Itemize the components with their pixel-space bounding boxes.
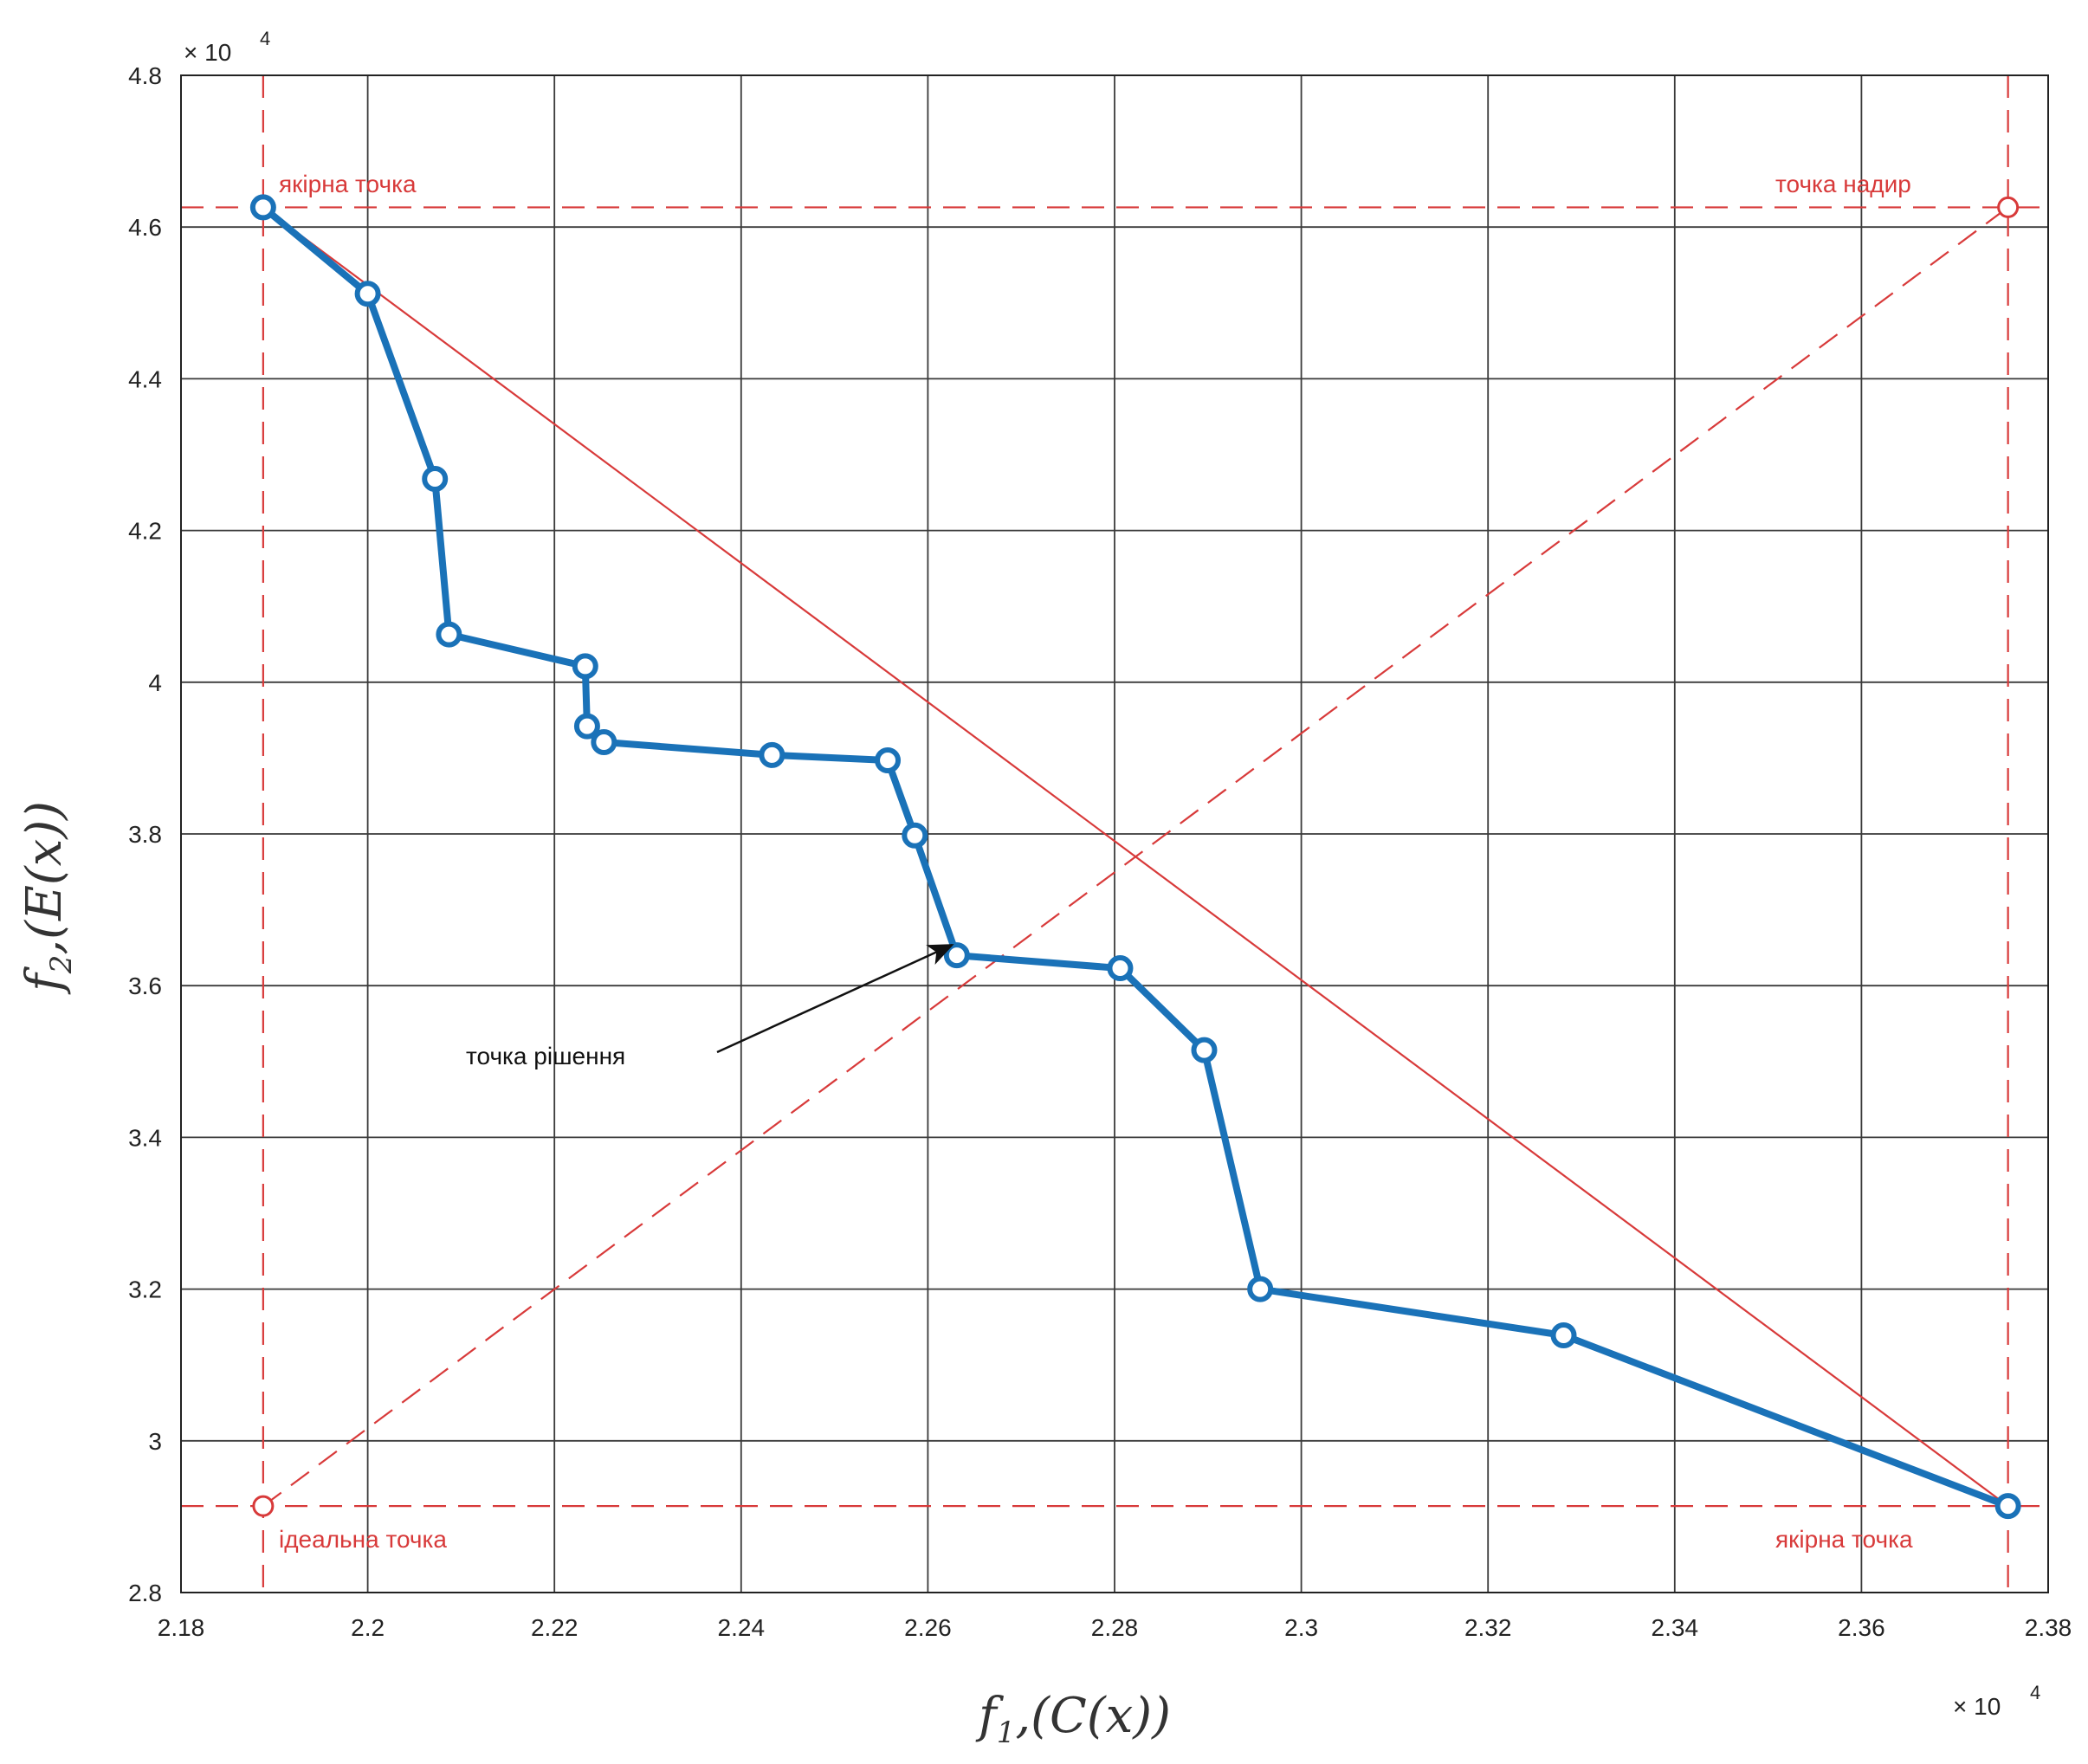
x-tick-label: 2.26 (904, 1614, 952, 1641)
data-point (572, 653, 598, 680)
y-axis-title-rest: ,(E(x)) (16, 801, 73, 955)
marker-layer (249, 194, 2021, 1520)
x-tick-label: 2.36 (1838, 1614, 1885, 1641)
y-tick-label: 3 (148, 1428, 162, 1455)
x-tick-label: 2.32 (1464, 1614, 1512, 1641)
x-exponent-label: × 10 (1953, 1693, 2001, 1720)
data-point (1994, 1493, 2021, 1520)
y-exponent-power: 4 (260, 28, 270, 49)
x-tick-label: 2.18 (158, 1614, 205, 1641)
x-tick-label: 2.38 (2025, 1614, 2072, 1641)
tick-labels: 2.18 2.2 2.22 2.24 2.26 2.28 2.3 2.32 2.34 2.36 2.… (128, 62, 2072, 1641)
plot-frame (180, 74, 2049, 1593)
data-point (436, 621, 462, 648)
nadir-point-marker (1997, 196, 2020, 218)
y-axis-title: f2,(E(x)) (16, 801, 79, 995)
data-point (1191, 1037, 1218, 1063)
data-point (759, 741, 785, 768)
data-point (902, 822, 928, 849)
x-exponent-power: 4 (2030, 1682, 2040, 1703)
y-tick-label: 3.6 (128, 972, 162, 999)
nadir-point-label: точка надир (1775, 171, 1911, 197)
x-axis-title-rest: ,(C(x)) (1015, 1688, 1171, 1744)
x-axis-title: f1,(C(x)) (975, 1688, 1171, 1750)
x-tick-label: 2.3 (1284, 1614, 1318, 1641)
x-tick-label: 2.22 (531, 1614, 579, 1641)
ideal-point-label: ідеальна точка (279, 1526, 447, 1553)
x-tick-label: 2.24 (718, 1614, 766, 1641)
ideal-point-marker (252, 1495, 275, 1517)
x-tick-label: 2.34 (1652, 1614, 1699, 1641)
y-tick-label: 2.8 (128, 1580, 162, 1606)
x-axis-title-sub: 1 (997, 1716, 1016, 1750)
data-point (354, 281, 381, 307)
y-tick-label: 3.4 (128, 1124, 162, 1151)
y-tick-label: 4.6 (128, 214, 162, 241)
anchor-point-1-label: якірна точка (279, 171, 417, 197)
reference-lines (181, 75, 2048, 1593)
y-axis-title-sub: 2 (44, 955, 79, 975)
data-point (943, 942, 970, 969)
data-point (573, 713, 600, 740)
series-layer (259, 204, 2012, 1510)
x-tick-label: 2.28 (1091, 1614, 1139, 1641)
anchor-utopia-line (262, 206, 2009, 1508)
solution-point-label: точка рішення (466, 1043, 625, 1069)
data-point (1247, 1276, 1274, 1302)
y-tick-label: 3.2 (128, 1276, 162, 1303)
data-point (249, 194, 276, 221)
data-point (422, 466, 449, 493)
y-tick-label: 4.2 (128, 518, 162, 545)
x-tick-label: 2.2 (351, 1614, 385, 1641)
solution-arrow (716, 944, 954, 1054)
y-tick-label: 4 (148, 669, 162, 696)
y-exponent-label: × 10 (184, 39, 231, 66)
anchor-point-2-label: якірна точка (1775, 1526, 1913, 1553)
y-tick-label: 4.8 (128, 62, 162, 89)
y-tick-label: 4.4 (128, 365, 162, 392)
data-point (591, 729, 617, 756)
pareto-front-line (259, 204, 2012, 1510)
data-point (875, 747, 902, 774)
data-point (1107, 955, 1134, 982)
data-point (1550, 1322, 1577, 1349)
y-tick-label: 3.8 (128, 821, 162, 848)
